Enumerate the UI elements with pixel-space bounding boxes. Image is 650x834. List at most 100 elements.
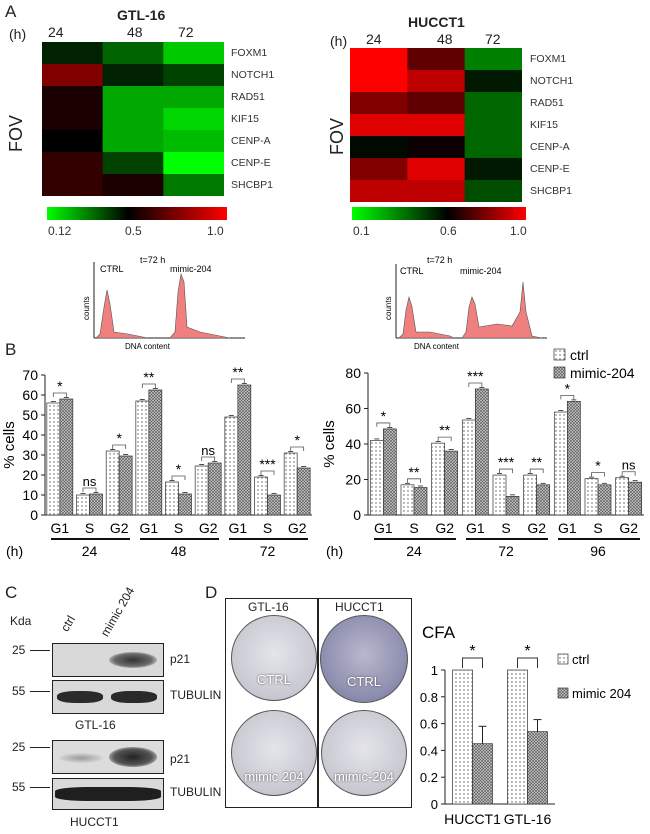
y-tick-label: 20 — [22, 467, 38, 483]
gtl16-blot-caption: GTL-16 — [75, 718, 116, 732]
phase-label: S — [263, 520, 272, 536]
gtl16-cell-cycle-chart: 0 10 20 30 40 50 60 70 % cells * G1 ns S * G2 24 ** G1 * Sn… — [1, 364, 312, 559]
significance-bracket — [52, 392, 67, 397]
group-label: 96 — [590, 543, 606, 559]
y-tick-label: 0.2 — [420, 770, 438, 785]
legend-swatch — [553, 348, 566, 361]
heatmap-cell — [102, 86, 164, 109]
group-label: 72 — [260, 543, 276, 559]
bar-mimic-204 — [474, 388, 489, 516]
bar-mimic-204 — [118, 455, 133, 516]
cfa-title: CFA — [422, 623, 456, 642]
y-tick-label: 60 — [22, 387, 38, 403]
panel-letter-b: B — [5, 340, 17, 359]
heatmap-cell — [102, 64, 164, 87]
panel-letter-a: A — [5, 2, 17, 21]
band — [109, 652, 157, 668]
y-tick-label: 0.6 — [420, 717, 438, 732]
heatmap-cell — [464, 180, 522, 202]
bar-ctrl — [523, 474, 538, 516]
heatmap-cell — [102, 152, 164, 175]
gene-label: NOTCH1 — [231, 69, 275, 81]
hucct1-dna-histogram: t=72 h CTRL mimic-204 counts DNA content — [384, 255, 547, 351]
y-tick-label: 70 — [22, 367, 38, 383]
dish-label: CTRL — [257, 672, 291, 687]
significance-bracket — [529, 468, 544, 474]
hist-xlabel: DNA content — [414, 342, 460, 351]
heatmap-cell — [464, 158, 522, 181]
y-tick-label: 0.8 — [420, 690, 438, 705]
gtl16-tubulin-label: TUBULIN — [170, 688, 222, 702]
hist-xlabel: DNA content — [125, 342, 171, 351]
legend-swatch — [553, 366, 566, 379]
phase-label: S — [174, 520, 183, 536]
bar-ctrl — [400, 484, 415, 516]
heatmap-cell — [407, 158, 466, 181]
heatmap-cell — [42, 152, 104, 175]
gtl16-tubulin-blot — [52, 680, 164, 714]
gtl16-heatmap-title: GTL-16 — [117, 7, 166, 23]
colony-plates-frame — [225, 598, 412, 808]
heatmap-cell — [163, 42, 224, 65]
significance-label: ** — [531, 454, 542, 470]
heatmap-cell — [42, 64, 104, 87]
gene-label: CENP-A — [530, 141, 570, 153]
gtl16-fov-label: FOV — [6, 115, 26, 153]
hucct1-heatmap-title: HUCCT1 — [408, 14, 465, 30]
group-axis-label: (h) — [326, 543, 343, 559]
gtl16-scale-max: 1.0 — [207, 224, 224, 238]
bar-mimic-204 — [444, 450, 459, 516]
bar-mimic-204 — [566, 401, 581, 516]
hist-time: t=72 h — [427, 255, 452, 265]
bar-mimic-204 — [472, 743, 493, 805]
phase-label: G1 — [558, 520, 577, 536]
marker-55: 55 — [12, 684, 26, 698]
heatmap-cell — [464, 48, 522, 71]
group-label: 48 — [171, 543, 187, 559]
gene-label: RAD51 — [530, 97, 564, 109]
cfa-chart: CFA 0 0.2 0.4 0.6 0.8 1 * HUCCT1 * GTL-16 ctrl mimic… — [420, 623, 631, 827]
significance-label: * — [294, 432, 300, 448]
significance-label: *** — [467, 368, 484, 384]
y-axis-label: % cells — [1, 421, 18, 469]
band — [109, 747, 157, 767]
y-tick-label: 0 — [431, 797, 438, 812]
hucct1-p21-label: p21 — [170, 752, 191, 766]
bar-mimic-204 — [267, 494, 281, 516]
hist-mimic-peak — [461, 281, 543, 339]
hucct1-p21-blot — [52, 740, 164, 774]
category-label: GTL-16 — [504, 811, 552, 827]
marker-55: 55 — [12, 780, 26, 794]
group-label: 72 — [498, 543, 514, 559]
group-label: 24 — [82, 543, 98, 559]
heatmap-cell — [350, 180, 408, 202]
gtl16-time-24: 24 — [48, 24, 64, 40]
gtl16-p21-label: p21 — [170, 652, 191, 666]
legend-label: mimic 204 — [572, 686, 631, 701]
gtl16-color-scale — [47, 207, 227, 220]
significance-label: ns — [201, 443, 215, 458]
significance-bracket — [82, 487, 97, 492]
legend-label: ctrl — [570, 347, 589, 363]
legend-swatch — [557, 687, 569, 699]
bar-mimic-204 — [237, 384, 252, 516]
gtl16-p21-blot — [52, 643, 164, 677]
bar-mimic-204 — [413, 487, 428, 516]
gtl16-time-unit: (h) — [9, 26, 27, 42]
bar-mimic-204 — [148, 389, 163, 516]
significance-label: ns — [83, 474, 97, 489]
bar-mimic-204 — [59, 398, 74, 516]
band — [57, 691, 103, 703]
significance-bracket — [290, 446, 305, 451]
significance-bracket — [230, 378, 245, 383]
hucct1-scale-mid: 0.6 — [440, 224, 457, 238]
group-axis-label: (h) — [6, 543, 23, 559]
bar-ctrl — [553, 411, 568, 516]
lane-label-mimic: mimic 204 — [97, 584, 138, 639]
significance-bracket — [407, 478, 421, 483]
heatmap-cell — [42, 42, 104, 65]
dish-label: CTRL — [347, 674, 381, 689]
bar-ctrl — [135, 400, 150, 516]
significance-label: *** — [498, 454, 515, 470]
